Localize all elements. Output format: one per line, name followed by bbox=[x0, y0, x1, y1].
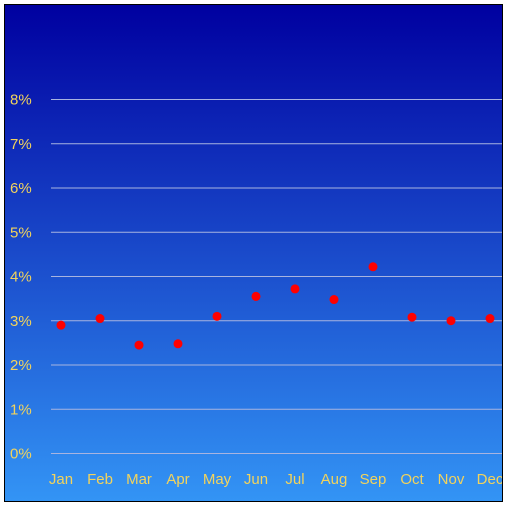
x-tick-label: Dec bbox=[477, 471, 502, 488]
x-tick-label: Apr bbox=[166, 471, 189, 488]
chart-background bbox=[5, 5, 502, 501]
x-tick-label: May bbox=[203, 471, 232, 488]
x-tick-label: Mar bbox=[126, 471, 152, 488]
data-point-jun bbox=[251, 291, 261, 301]
data-point-dec bbox=[485, 314, 495, 324]
y-tick-label: 4% bbox=[10, 269, 32, 286]
data-point-sep bbox=[368, 262, 378, 272]
y-tick-label: 5% bbox=[10, 224, 32, 241]
y-tick-label: 7% bbox=[10, 136, 32, 153]
x-tick-label: Oct bbox=[400, 471, 424, 488]
x-tick-label: Nov bbox=[438, 471, 465, 488]
y-tick-label: 2% bbox=[10, 357, 32, 374]
gridlines bbox=[51, 99, 502, 454]
y-tick-label: 6% bbox=[10, 180, 32, 197]
x-tick-label: Feb bbox=[87, 471, 113, 488]
data-point-jan bbox=[56, 320, 66, 330]
scatter-chart: 0% 1% 2% 3% 4% 5% 6% 7% 8% Jan Feb Mar Apr May Jun Jul… bbox=[5, 5, 502, 501]
data-point-jul bbox=[290, 284, 300, 294]
x-tick-label: Sep bbox=[360, 471, 387, 488]
y-axis-tick-labels: 0% 1% 2% 3% 4% 5% 6% 7% 8% bbox=[10, 92, 32, 463]
data-point-mar bbox=[134, 340, 144, 350]
chart-frame: 0% 1% 2% 3% 4% 5% 6% 7% 8% Jan Feb Mar Apr May Jun Jul… bbox=[4, 4, 503, 502]
y-tick-label: 8% bbox=[10, 92, 32, 109]
x-tick-label: Jun bbox=[244, 471, 268, 488]
data-point-apr bbox=[173, 339, 183, 349]
data-point-aug bbox=[329, 295, 339, 305]
x-axis-tick-labels: Jan Feb Mar Apr May Jun Jul Aug Sep Oct Nov Dec bbox=[49, 471, 502, 488]
data-point-feb bbox=[95, 314, 105, 324]
x-tick-label: Jul bbox=[285, 471, 304, 488]
data-point-may bbox=[212, 311, 222, 321]
y-tick-label: 0% bbox=[10, 446, 32, 463]
data-points bbox=[56, 262, 495, 350]
y-tick-label: 1% bbox=[10, 401, 32, 418]
data-point-oct bbox=[407, 312, 417, 322]
x-tick-label: Aug bbox=[321, 471, 348, 488]
data-point-nov bbox=[446, 316, 456, 326]
y-tick-label: 3% bbox=[10, 313, 32, 330]
x-tick-label: Jan bbox=[49, 471, 73, 488]
